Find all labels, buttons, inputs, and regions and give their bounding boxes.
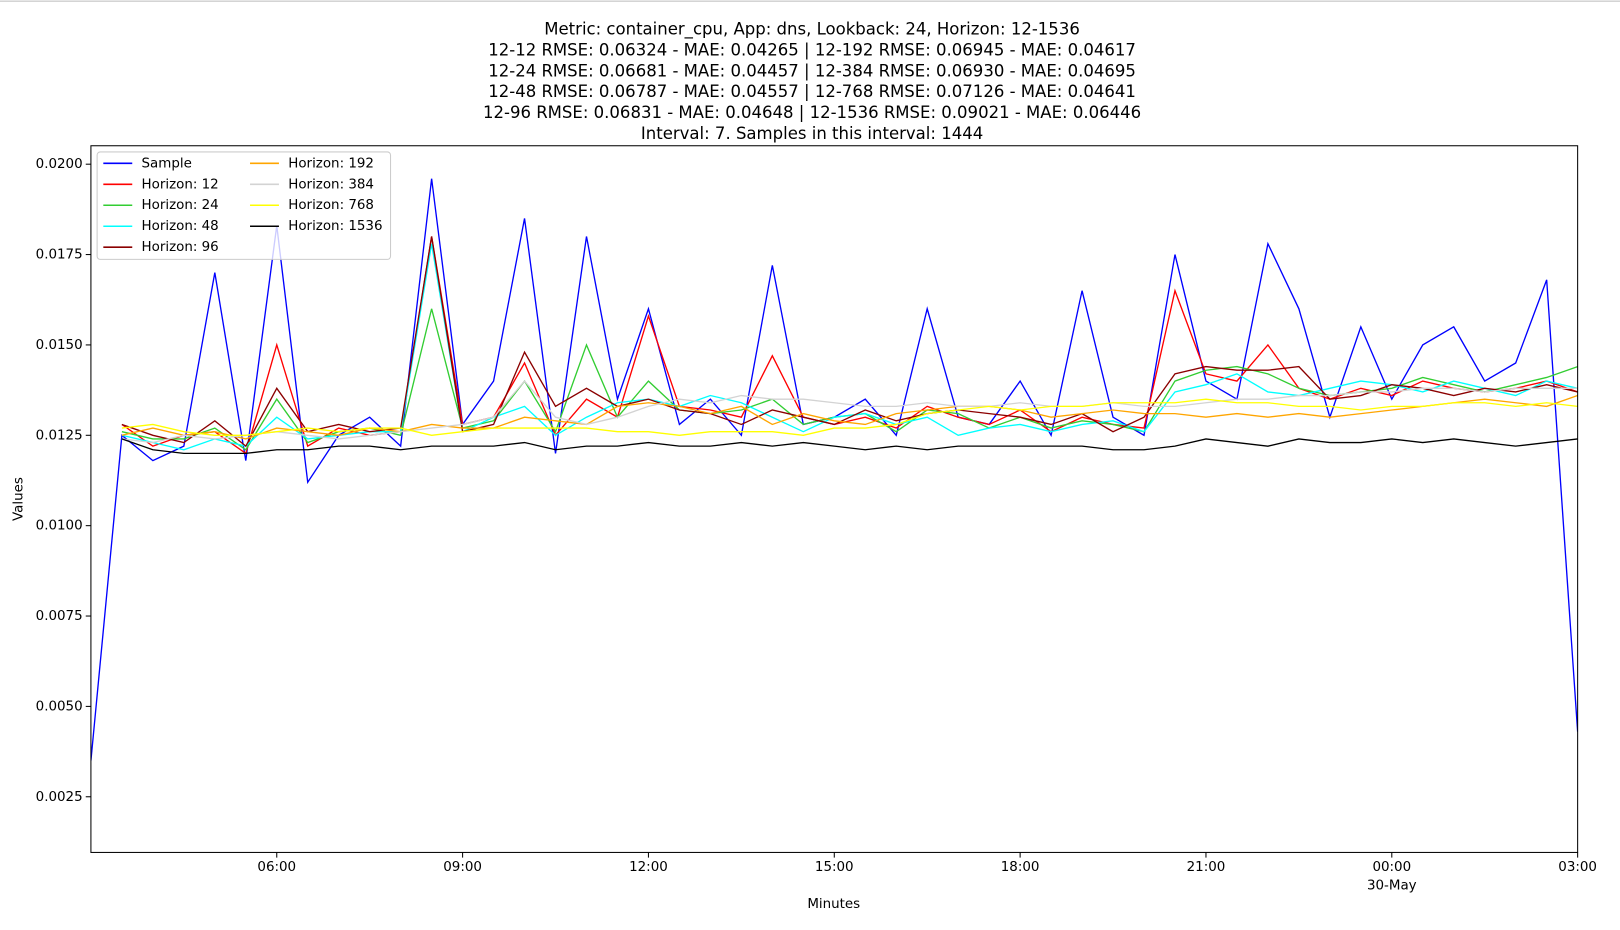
legend-label: Horizon: 48 bbox=[142, 219, 219, 234]
y-tick-label: 0.0100 bbox=[36, 519, 83, 534]
series-line bbox=[121, 398, 1578, 436]
x-tick-label: 03:00 bbox=[1558, 860, 1597, 875]
x-tick-label: 18:00 bbox=[1001, 860, 1040, 875]
x-tick-label: 15:00 bbox=[815, 860, 854, 875]
x-tick-label-line: 21:00 bbox=[1187, 860, 1226, 875]
y-tick-label: 0.0050 bbox=[36, 699, 83, 714]
series-line bbox=[121, 438, 1578, 455]
series-line bbox=[121, 236, 1578, 455]
y-tick-label: 0.0025 bbox=[36, 790, 83, 805]
x-tick-label-line: 30-May bbox=[1367, 878, 1417, 893]
chart-title: 12-96 RMSE: 0.06831 - MAE: 0.04648 | 12-… bbox=[483, 103, 1141, 122]
legend-label: Horizon: 1536 bbox=[288, 219, 382, 234]
x-axis-label: Minutes bbox=[807, 897, 860, 912]
series-line bbox=[121, 380, 1578, 444]
legend-label: Sample bbox=[142, 156, 192, 171]
legend-label: Horizon: 12 bbox=[142, 177, 219, 192]
series-line bbox=[121, 243, 1578, 451]
y-tick-label: 0.0200 bbox=[36, 157, 83, 172]
plot-frame bbox=[90, 145, 1579, 853]
y-tick-label: 0.0075 bbox=[36, 609, 83, 624]
chart-title: Metric: container_cpu, App: dns, Lookbac… bbox=[544, 20, 1080, 40]
x-tick-label: 09:00 bbox=[443, 860, 482, 875]
chart-title: 12-12 RMSE: 0.06324 - MAE: 0.04265 | 12-… bbox=[488, 40, 1136, 59]
x-tick-label-line: 15:00 bbox=[815, 860, 854, 875]
x-tick-label: 00:00 30-May bbox=[1367, 860, 1417, 894]
legend-label: Horizon: 192 bbox=[288, 156, 374, 171]
series-line bbox=[90, 178, 1578, 761]
x-tick-label-line: 03:00 bbox=[1558, 860, 1597, 875]
legend-label: Horizon: 384 bbox=[288, 177, 374, 192]
legend-label: Horizon: 24 bbox=[142, 198, 219, 213]
x-tick-label: 21:00 bbox=[1187, 860, 1226, 875]
x-tick-label-line: 18:00 bbox=[1001, 860, 1040, 875]
y-tick-label: 0.0125 bbox=[36, 428, 83, 443]
series-line bbox=[121, 236, 1578, 448]
x-tick-label-line: 12:00 bbox=[629, 860, 668, 875]
y-axis-label: Values bbox=[12, 477, 27, 521]
legend-box bbox=[96, 151, 392, 260]
y-tick-label: 0.0150 bbox=[36, 338, 83, 353]
chart-title: Interval: 7. Samples in this interval: 1… bbox=[641, 124, 983, 143]
x-tick-label-line: 00:00 bbox=[1372, 860, 1411, 875]
chart-title: 12-24 RMSE: 0.06681 - MAE: 0.04457 | 12-… bbox=[488, 61, 1136, 80]
x-tick-label-line: 09:00 bbox=[443, 860, 482, 875]
x-tick-label: 12:00 bbox=[629, 860, 668, 875]
x-tick-label: 06:00 bbox=[257, 860, 296, 875]
legend-label: Horizon: 768 bbox=[288, 198, 374, 213]
chart-title: 12-48 RMSE: 0.06787 - MAE: 0.04557 | 12-… bbox=[488, 82, 1136, 101]
legend: Sample Horizon: 12 Horizon: 24 Horizon: 48 H… bbox=[96, 151, 392, 260]
legend-label: Horizon: 96 bbox=[142, 240, 219, 255]
x-tick-label-line: 06:00 bbox=[257, 860, 296, 875]
y-tick-label: 0.0175 bbox=[36, 248, 83, 263]
